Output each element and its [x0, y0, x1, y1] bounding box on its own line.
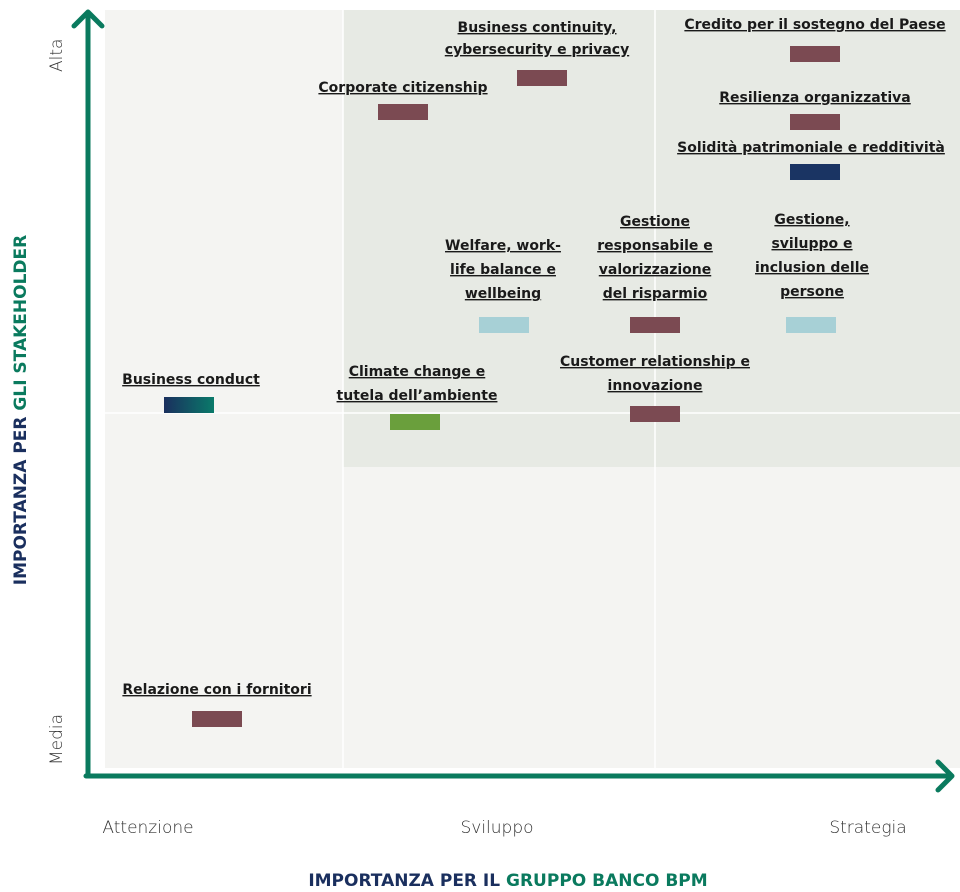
y-title: IMPORTANZA PER GLI STAKEHOLDER — [11, 235, 31, 585]
item-marker — [164, 397, 214, 413]
item-label: persone — [780, 284, 844, 300]
item-label: Credito per il sostegno del Paese — [684, 17, 945, 33]
item-marker — [390, 414, 440, 430]
item-marker — [786, 317, 836, 333]
item-marker — [479, 317, 529, 333]
item-marker — [630, 406, 680, 422]
item-label: Business continuity, — [458, 20, 617, 36]
item-label: Corporate citizenship — [318, 80, 487, 96]
x-title-part: IMPORTANZA PER IL — [308, 871, 506, 891]
x-level: Sviluppo — [460, 818, 533, 838]
x-level: Strategia — [829, 818, 906, 838]
item-label: responsabile e — [597, 238, 713, 254]
item-label: life balance e — [450, 262, 556, 278]
item-label: cybersecurity e privacy — [445, 42, 629, 58]
item-label: Welfare, work- — [445, 238, 561, 254]
item-label: Gestione, — [774, 212, 849, 228]
focus-area — [343, 10, 960, 467]
y-level: Media — [47, 714, 67, 765]
item-marker — [790, 46, 840, 62]
item-marker — [192, 711, 242, 727]
item-label: Climate change e — [349, 364, 486, 380]
item-label: Business conduct — [122, 372, 260, 388]
item-marker — [630, 317, 680, 333]
item-label: innovazione — [608, 378, 703, 394]
item-label: Solidità patrimoniale e redditività — [677, 140, 945, 156]
x-title: IMPORTANZA PER IL GRUPPO BANCO BPM — [308, 871, 707, 891]
item-marker — [378, 104, 428, 120]
item-label: del risparmio — [603, 286, 708, 302]
x-level: Attenzione — [102, 818, 193, 838]
axes — [71, 9, 955, 793]
item-marker — [517, 70, 567, 86]
item-label: tutela dell’ambiente — [337, 388, 498, 404]
item-marker — [790, 114, 840, 130]
item-label: Resilienza organizzativa — [719, 90, 911, 106]
y-level: Alta — [47, 39, 67, 72]
item-label: wellbeing — [465, 286, 541, 302]
item-marker — [790, 164, 840, 180]
item-label: sviluppo e — [771, 236, 852, 252]
item-label: Relazione con i fornitori — [122, 682, 311, 698]
y-title-part: IMPORTANZA PER — [11, 411, 31, 586]
item-label: valorizzazione — [599, 262, 711, 278]
item-label: Gestione — [620, 214, 690, 230]
y-title-part: GLI STAKEHOLDER — [11, 235, 31, 411]
item-label: Customer relationship e — [560, 354, 750, 370]
x-title-part: GRUPPO BANCO BPM — [506, 871, 708, 891]
item-label: inclusion delle — [755, 260, 869, 276]
